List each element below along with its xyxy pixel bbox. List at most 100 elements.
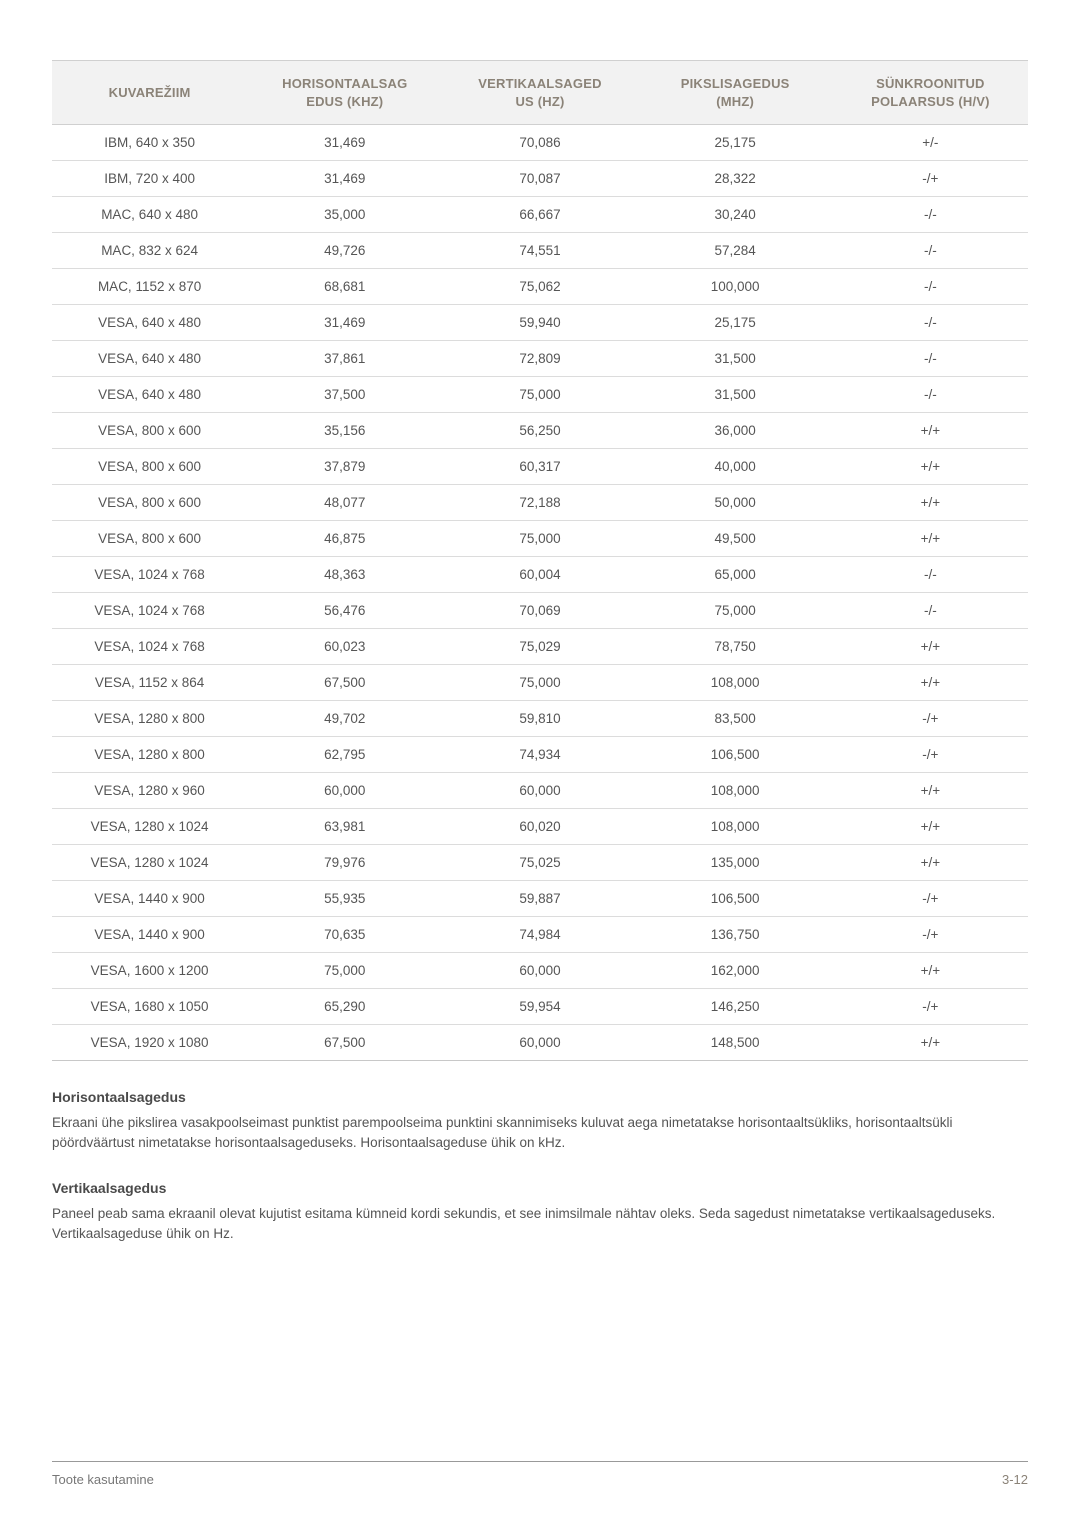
table-cell: VESA, 1280 x 800	[52, 701, 247, 737]
table-cell: 59,810	[442, 701, 637, 737]
table-row: VESA, 800 x 60046,87575,00049,500+/+	[52, 521, 1028, 557]
table-cell: 78,750	[638, 629, 833, 665]
table-cell: 57,284	[638, 233, 833, 269]
table-cell: VESA, 640 x 480	[52, 377, 247, 413]
table-row: VESA, 1280 x 102479,97675,025135,000+/+	[52, 845, 1028, 881]
table-cell: -/+	[833, 737, 1028, 773]
table-cell: 25,175	[638, 125, 833, 161]
table-cell: VESA, 800 x 600	[52, 485, 247, 521]
table-cell: 36,000	[638, 413, 833, 449]
table-cell: 135,000	[638, 845, 833, 881]
table-cell: VESA, 640 x 480	[52, 305, 247, 341]
table-cell: 72,188	[442, 485, 637, 521]
table-cell: 60,000	[442, 773, 637, 809]
table-row: IBM, 720 x 40031,46970,08728,322-/+	[52, 161, 1028, 197]
table-cell: 35,156	[247, 413, 442, 449]
table-cell: 67,500	[247, 1025, 442, 1061]
table-row: MAC, 640 x 48035,00066,66730,240-/-	[52, 197, 1028, 233]
section-body: Ekraani ühe pikslirea vasakpoolseimast p…	[52, 1113, 1028, 1152]
table-cell: IBM, 720 x 400	[52, 161, 247, 197]
table-cell: VESA, 1152 x 864	[52, 665, 247, 701]
table-row: VESA, 1280 x 102463,98160,020108,000+/+	[52, 809, 1028, 845]
table-row: VESA, 1600 x 120075,00060,000162,000+/+	[52, 953, 1028, 989]
table-cell: +/+	[833, 449, 1028, 485]
table-cell: 67,500	[247, 665, 442, 701]
table-header-row: KUVAREŽIIMHORISONTAALSAGEDUS (KHZ)VERTIK…	[52, 61, 1028, 125]
table-header-cell: VERTIKAALSAGEDUS (HZ)	[442, 61, 637, 125]
section-title: Vertikaalsagedus	[52, 1180, 1028, 1196]
table-row: VESA, 800 x 60037,87960,31740,000+/+	[52, 449, 1028, 485]
table-cell: MAC, 832 x 624	[52, 233, 247, 269]
table-cell: 75,000	[442, 521, 637, 557]
table-row: VESA, 1280 x 96060,00060,000108,000+/+	[52, 773, 1028, 809]
table-cell: 59,940	[442, 305, 637, 341]
footer-page-number: 3-12	[1002, 1472, 1028, 1487]
table-cell: +/+	[833, 665, 1028, 701]
table-cell: 74,984	[442, 917, 637, 953]
table-cell: 146,250	[638, 989, 833, 1025]
table-row: VESA, 1440 x 90055,93559,887106,500-/+	[52, 881, 1028, 917]
table-cell: 30,240	[638, 197, 833, 233]
table-cell: 37,879	[247, 449, 442, 485]
table-cell: 50,000	[638, 485, 833, 521]
table-header-cell: SÜNKROONITUDPOLAARSUS (H/V)	[833, 61, 1028, 125]
table-cell: 108,000	[638, 809, 833, 845]
table-cell: 62,795	[247, 737, 442, 773]
table-cell: -/+	[833, 701, 1028, 737]
table-header-cell: HORISONTAALSAGEDUS (KHZ)	[247, 61, 442, 125]
table-cell: 48,363	[247, 557, 442, 593]
table-cell: 108,000	[638, 665, 833, 701]
table-cell: 148,500	[638, 1025, 833, 1061]
table-cell: 40,000	[638, 449, 833, 485]
table-cell: 60,317	[442, 449, 637, 485]
table-cell: +/+	[833, 521, 1028, 557]
table-cell: 65,000	[638, 557, 833, 593]
table-cell: 106,500	[638, 881, 833, 917]
table-cell: 37,861	[247, 341, 442, 377]
table-cell: 75,029	[442, 629, 637, 665]
table-cell: 31,469	[247, 305, 442, 341]
table-cell: VESA, 1280 x 1024	[52, 845, 247, 881]
table-cell: 72,809	[442, 341, 637, 377]
table-cell: 108,000	[638, 773, 833, 809]
table-row: VESA, 800 x 60035,15656,25036,000+/+	[52, 413, 1028, 449]
table-row: MAC, 832 x 62449,72674,55157,284-/-	[52, 233, 1028, 269]
page-footer: Toote kasutamine 3-12	[52, 1461, 1028, 1487]
table-cell: 136,750	[638, 917, 833, 953]
table-row: VESA, 1920 x 108067,50060,000148,500+/+	[52, 1025, 1028, 1061]
table-row: VESA, 1280 x 80049,70259,81083,500-/+	[52, 701, 1028, 737]
footer-section-title: Toote kasutamine	[52, 1472, 154, 1487]
table-cell: 75,000	[247, 953, 442, 989]
table-cell: 56,476	[247, 593, 442, 629]
table-cell: -/-	[833, 377, 1028, 413]
table-cell: 59,954	[442, 989, 637, 1025]
table-cell: VESA, 1280 x 1024	[52, 809, 247, 845]
table-cell: 37,500	[247, 377, 442, 413]
table-cell: 83,500	[638, 701, 833, 737]
table-cell: 79,976	[247, 845, 442, 881]
table-cell: -/+	[833, 881, 1028, 917]
table-cell: 60,023	[247, 629, 442, 665]
section-body: Paneel peab sama ekraanil olevat kujutis…	[52, 1204, 1028, 1243]
table-cell: 65,290	[247, 989, 442, 1025]
table-cell: 63,981	[247, 809, 442, 845]
table-cell: 31,500	[638, 377, 833, 413]
table-cell: VESA, 1024 x 768	[52, 629, 247, 665]
table-cell: -/-	[833, 341, 1028, 377]
table-cell: VESA, 1680 x 1050	[52, 989, 247, 1025]
table-row: VESA, 640 x 48037,86172,80931,500-/-	[52, 341, 1028, 377]
table-cell: +/+	[833, 485, 1028, 521]
table-cell: 60,004	[442, 557, 637, 593]
table-cell: VESA, 1440 x 900	[52, 881, 247, 917]
table-cell: 60,000	[442, 953, 637, 989]
table-cell: VESA, 800 x 600	[52, 521, 247, 557]
table-cell: +/+	[833, 809, 1028, 845]
table-cell: 60,000	[247, 773, 442, 809]
table-cell: VESA, 800 x 600	[52, 449, 247, 485]
table-cell: +/+	[833, 413, 1028, 449]
table-row: VESA, 1024 x 76848,36360,00465,000-/-	[52, 557, 1028, 593]
table-cell: 60,000	[442, 1025, 637, 1061]
table-cell: +/-	[833, 125, 1028, 161]
table-cell: 59,887	[442, 881, 637, 917]
table-cell: VESA, 1280 x 800	[52, 737, 247, 773]
